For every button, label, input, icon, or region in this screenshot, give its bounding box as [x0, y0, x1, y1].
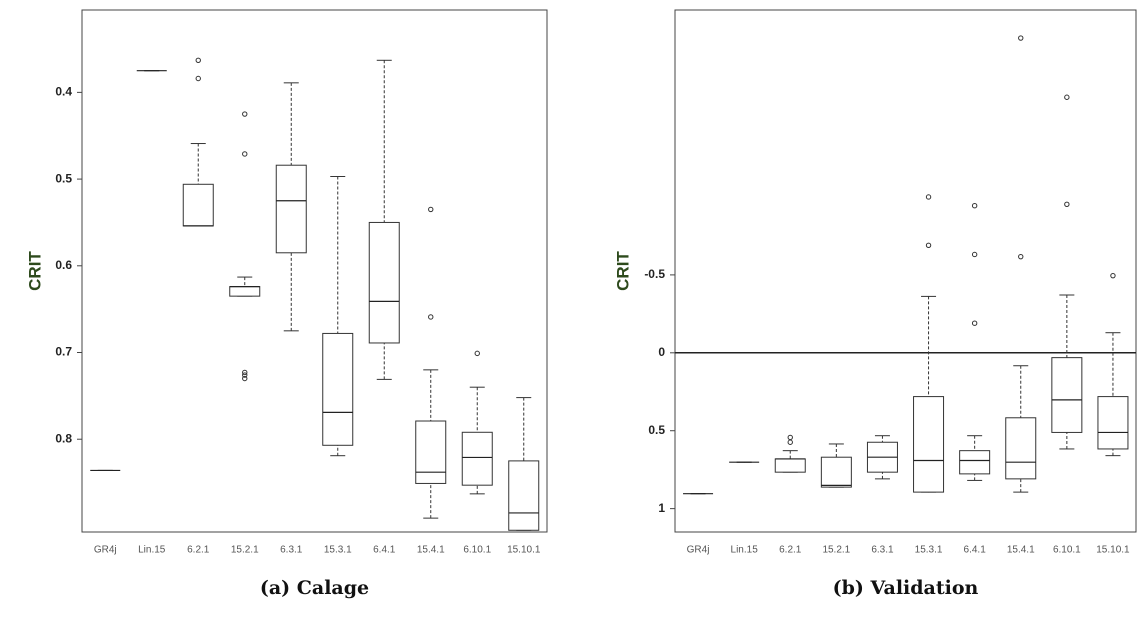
box: [415, 420, 447, 484]
x-tick-label: 6.4.1: [964, 545, 987, 556]
caption: (b) Validation: [833, 577, 979, 599]
outlier: [242, 375, 248, 382]
y-tick-label: -0.5: [644, 267, 665, 281]
caption: (a) Calage: [260, 577, 369, 599]
box: [959, 450, 991, 475]
y-tick-label: 0.5: [648, 423, 665, 437]
box: [322, 332, 354, 446]
outlier: [474, 350, 480, 357]
y-tick-label: 0.4: [55, 85, 72, 99]
outlier: [242, 372, 248, 378]
y-tick-label: 0.8: [55, 431, 72, 445]
y-axis-label: CRIT: [25, 251, 44, 291]
box: [182, 183, 214, 227]
y-tick-label: 0.5: [55, 171, 72, 185]
box: [774, 458, 806, 473]
outlier: [971, 203, 978, 209]
y-tick-label: 1: [658, 501, 665, 515]
x-tick-label: 6.2.1: [187, 545, 210, 556]
x-tick-label: 6.10.1: [463, 545, 491, 556]
outlier: [1064, 94, 1070, 100]
x-tick-label: 15.3.1: [324, 545, 352, 556]
box: [229, 286, 261, 297]
box: [1097, 396, 1129, 450]
box: [913, 396, 945, 493]
x-tick-label: 6.10.1: [1053, 545, 1081, 556]
outlier: [428, 314, 434, 320]
outlier: [1110, 272, 1116, 279]
x-tick-label: GR4j: [687, 545, 710, 556]
box: [820, 456, 852, 488]
box: [275, 164, 307, 254]
x-tick-label: 6.3.1: [871, 545, 894, 556]
plot-frame: [674, 9, 1137, 533]
box: [461, 431, 493, 486]
outlier: [242, 369, 248, 376]
outlier: [971, 320, 978, 326]
x-tick-label: 6.2.1: [779, 545, 802, 556]
x-tick-label: 6.3.1: [280, 545, 303, 556]
x-tick-label: 15.4.1: [1007, 545, 1035, 556]
x-tick-label: 15.3.1: [915, 545, 943, 556]
x-tick-label: Lin.15: [138, 545, 166, 556]
box: [1051, 357, 1083, 433]
box: [508, 460, 540, 531]
outlier: [195, 75, 201, 82]
x-tick-label: 15.10.1: [507, 545, 541, 556]
outlier: [925, 242, 932, 248]
outlier: [925, 194, 932, 200]
plot-frame: [81, 9, 548, 533]
x-tick-label: GR4j: [94, 545, 117, 556]
box: [368, 221, 400, 344]
box: [1005, 417, 1037, 480]
outlier: [242, 111, 248, 117]
x-tick-label: 6.4.1: [373, 545, 396, 556]
x-tick-label: Lin.15: [731, 545, 759, 556]
outlier: [971, 251, 978, 258]
x-tick-label: 15.4.1: [417, 545, 445, 556]
outlier: [787, 439, 793, 445]
outlier: [1018, 253, 1024, 260]
outlier: [1064, 201, 1070, 208]
outlier: [787, 434, 793, 441]
outlier: [428, 206, 434, 213]
outlier: [195, 57, 201, 63]
y-tick-label: 0.6: [55, 258, 72, 272]
x-tick-label: 15.2.1: [231, 545, 259, 556]
x-tick-label: 15.2.1: [822, 545, 850, 556]
outlier: [242, 151, 248, 157]
x-tick-label: 15.10.1: [1096, 545, 1130, 556]
y-tick-label: 0.7: [55, 345, 72, 359]
y-tick-label: 0: [658, 345, 665, 359]
outlier: [1018, 35, 1024, 41]
y-axis-label: CRIT: [613, 251, 632, 291]
